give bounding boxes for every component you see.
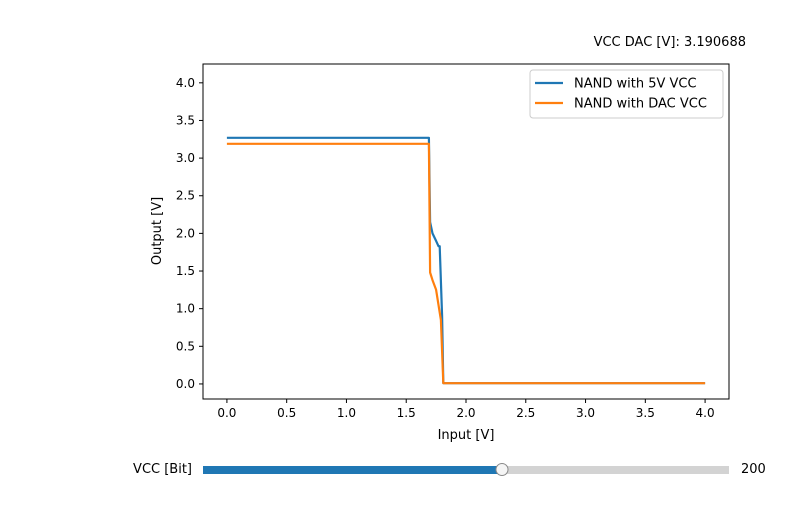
y-axis-label: Output [V] (150, 197, 165, 265)
x-tick-label: 3.5 (636, 406, 655, 420)
y-axis-ticks: 0.0 0.5 1.0 1.5 2.0 2.5 3.0 3.5 4.0 (176, 76, 203, 391)
vcc-slider-track[interactable] (203, 463, 729, 476)
x-tick-label: 3.0 (576, 406, 595, 420)
slider-handle[interactable] (495, 463, 509, 476)
legend-entry: NAND with 5V VCC (574, 77, 697, 92)
y-tick-label: 0.5 (176, 339, 195, 353)
legend-entry: NAND with DAC VCC (574, 97, 707, 112)
legend: NAND with 5V VCC NAND with DAC VCC (529, 69, 724, 119)
slider-label: VCC [Bit] (133, 462, 192, 477)
y-tick-label: 2.0 (176, 226, 195, 240)
plot-lines (226, 136, 706, 385)
x-tick-label: 1.0 (337, 406, 356, 420)
y-tick-label: 3.5 (176, 113, 195, 127)
y-tick-label: 0.0 (176, 377, 195, 391)
series-line-1 (226, 136, 706, 385)
x-tick-label: 1.5 (397, 406, 416, 420)
y-tick-label: 3.0 (176, 151, 195, 165)
y-tick-label: 4.0 (176, 76, 195, 90)
slider-fill (203, 466, 502, 474)
vcc-slider-row: VCC [Bit] 200 (0, 455, 810, 485)
legend-box (529, 69, 724, 119)
x-axis-label: Input [V] (438, 428, 495, 443)
x-tick-label: 0.5 (277, 406, 296, 420)
line-chart: VCC DAC [V]: 3.190688 0.0 0.5 1.0 1.5 2.0 2.5… (150, 35, 746, 443)
x-tick-label: 4.0 (696, 406, 715, 420)
y-tick-label: 1.5 (176, 264, 195, 278)
x-axis-ticks: 0.0 0.5 1.0 1.5 2.0 2.5 3.0 3.5 4.0 (217, 399, 715, 420)
x-tick-label: 2.0 (456, 406, 475, 420)
y-tick-label: 2.5 (176, 189, 195, 203)
x-tick-label: 2.5 (516, 406, 535, 420)
x-tick-label: 0.0 (217, 406, 236, 420)
y-tick-label: 1.0 (176, 302, 195, 316)
slider-value: 200 (741, 462, 766, 477)
chart-title: VCC DAC [V]: 3.190688 (594, 35, 746, 50)
series-line-2 (226, 142, 706, 385)
